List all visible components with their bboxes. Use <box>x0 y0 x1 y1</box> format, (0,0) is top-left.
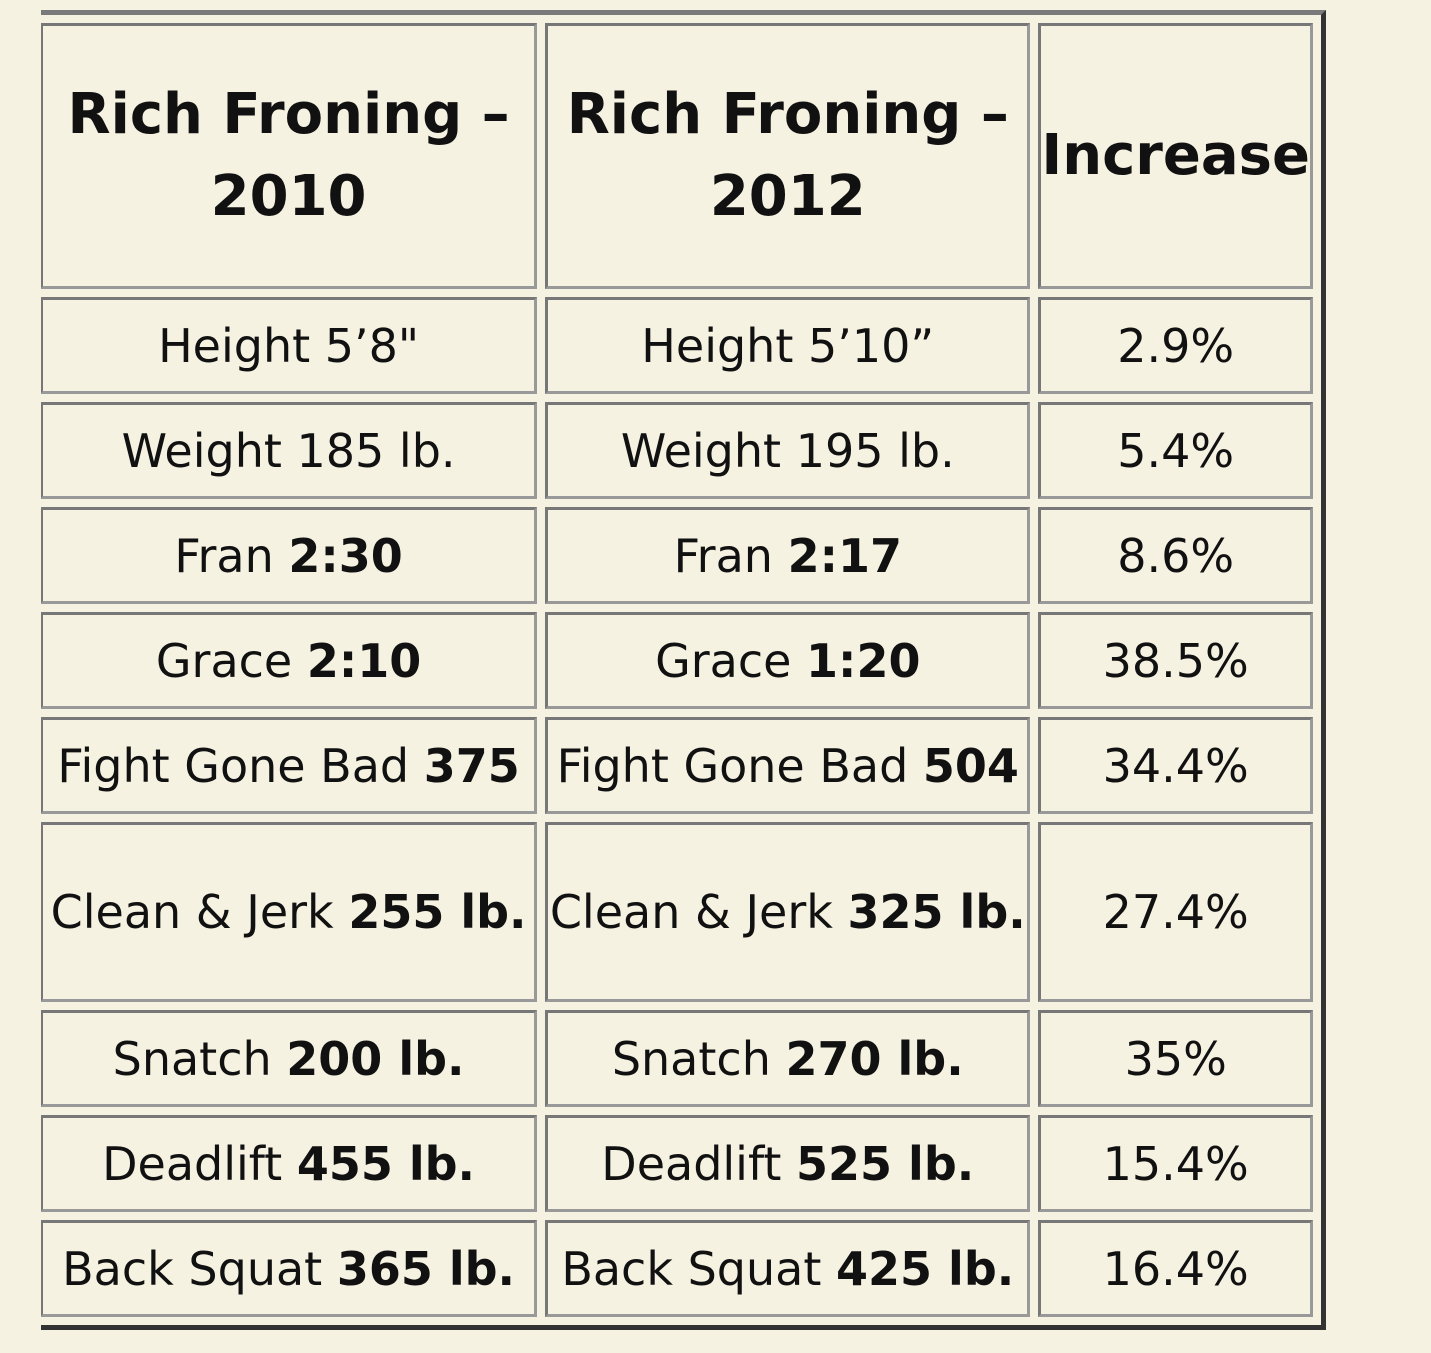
table-row: Deadlift 455 lb. Deadlift 525 lb. 15.4% <box>41 1115 1313 1212</box>
cell-2012: Fran 2:17 <box>545 507 1031 604</box>
header-2010: Rich Froning – 2010 <box>41 23 538 289</box>
cell-increase: 34.4% <box>1038 717 1313 814</box>
table-row: Fight Gone Bad 375 Fight Gone Bad 504 34… <box>41 717 1313 814</box>
cell-2010: Weight 185 lb. <box>41 402 538 499</box>
table-row: Fran 2:30 Fran 2:17 8.6% <box>41 507 1313 604</box>
header-row: Rich Froning – 2010 Rich Froning – 2012 … <box>41 23 1313 289</box>
cell-2012: Clean & Jerk 325 lb. <box>545 822 1031 1002</box>
cell-2012: Weight 195 lb. <box>545 402 1031 499</box>
table-row: Clean & Jerk 255 lb. Clean & Jerk 325 lb… <box>41 822 1313 1002</box>
cell-increase: 35% <box>1038 1010 1313 1107</box>
cell-2012: Back Squat 425 lb. <box>545 1220 1031 1317</box>
cell-increase: 2.9% <box>1038 297 1313 394</box>
cell-increase: 38.5% <box>1038 612 1313 709</box>
cell-2010: Clean & Jerk 255 lb. <box>41 822 538 1002</box>
cell-2010: Height 5’8" <box>41 297 538 394</box>
cell-2010: Back Squat 365 lb. <box>41 1220 538 1317</box>
header-increase: Increase <box>1038 23 1313 289</box>
table-row: Snatch 200 lb. Snatch 270 lb. 35% <box>41 1010 1313 1107</box>
cell-2010: Snatch 200 lb. <box>41 1010 538 1107</box>
cell-increase: 8.6% <box>1038 507 1313 604</box>
table-row: Back Squat 365 lb. Back Squat 425 lb. 16… <box>41 1220 1313 1317</box>
cell-increase: 16.4% <box>1038 1220 1313 1317</box>
table-row: Grace 2:10 Grace 1:20 38.5% <box>41 612 1313 709</box>
cell-2012: Snatch 270 lb. <box>545 1010 1031 1107</box>
table-container: Rich Froning – 2010 Rich Froning – 2012 … <box>41 10 1340 1334</box>
cell-2012: Deadlift 525 lb. <box>545 1115 1031 1212</box>
cell-2010: Fight Gone Bad 375 <box>41 717 538 814</box>
cell-increase: 5.4% <box>1038 402 1313 499</box>
header-2012: Rich Froning – 2012 <box>545 23 1031 289</box>
comparison-table: Rich Froning – 2010 Rich Froning – 2012 … <box>41 10 1326 1330</box>
cell-2010: Grace 2:10 <box>41 612 538 709</box>
cell-2012: Height 5’10” <box>545 297 1031 394</box>
cell-2010: Fran 2:30 <box>41 507 538 604</box>
cell-2012: Grace 1:20 <box>545 612 1031 709</box>
table-row: Height 5’8" Height 5’10” 2.9% <box>41 297 1313 394</box>
cell-2010: Deadlift 455 lb. <box>41 1115 538 1212</box>
cell-increase: 15.4% <box>1038 1115 1313 1212</box>
cell-increase: 27.4% <box>1038 822 1313 1002</box>
cell-2012: Fight Gone Bad 504 <box>545 717 1031 814</box>
table-row: Weight 185 lb. Weight 195 lb. 5.4% <box>41 402 1313 499</box>
